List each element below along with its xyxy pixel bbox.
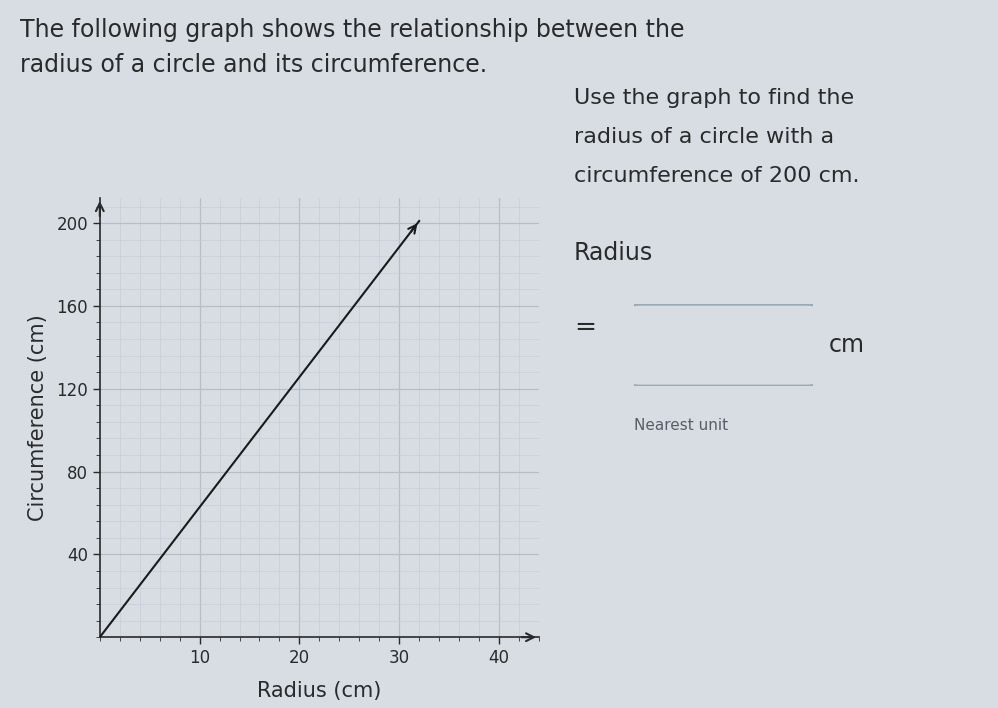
Text: Use the graph to find the: Use the graph to find the <box>574 88 854 108</box>
Text: Radius: Radius <box>574 241 653 265</box>
Y-axis label: Circumference (cm): Circumference (cm) <box>28 314 48 521</box>
Text: radius of a circle and its circumference.: radius of a circle and its circumference… <box>20 53 487 77</box>
Text: The following graph shows the relationship between the: The following graph shows the relationsh… <box>20 18 685 42</box>
Text: Nearest unit: Nearest unit <box>634 418 728 433</box>
FancyBboxPatch shape <box>627 304 820 386</box>
Text: cm: cm <box>828 333 864 357</box>
Text: =: = <box>574 315 596 341</box>
Text: circumference of 200 cm.: circumference of 200 cm. <box>574 166 859 186</box>
X-axis label: Radius (cm): Radius (cm) <box>257 681 381 701</box>
Text: radius of a circle with a: radius of a circle with a <box>574 127 834 147</box>
